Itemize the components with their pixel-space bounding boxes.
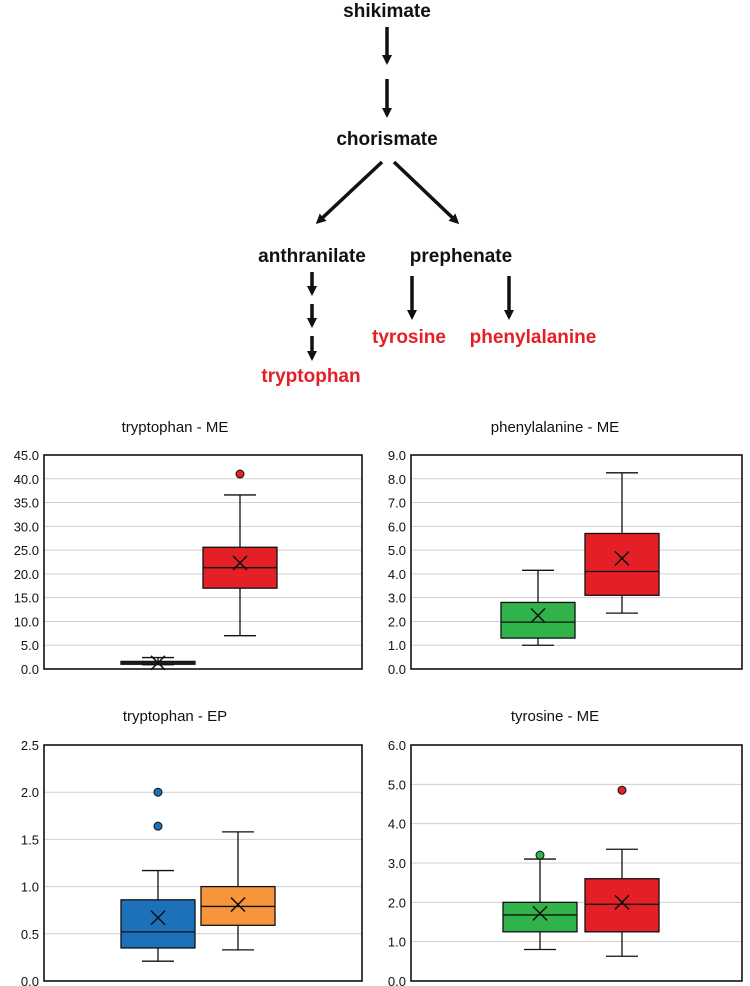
outlier-point [235, 469, 245, 479]
y-tick-label: 40.0 [14, 472, 39, 487]
plot-area [410, 454, 743, 670]
y-tick-label: 0.0 [21, 974, 39, 986]
y-tick-label: 20.0 [14, 567, 39, 582]
mean-marker [614, 550, 630, 566]
y-tick-label: 9.0 [388, 448, 406, 463]
chart-title: phenylalanine - ME [491, 419, 619, 436]
mean-marker [232, 555, 248, 571]
y-tick-label: 1.0 [21, 880, 39, 895]
outlier-point [617, 785, 627, 795]
mean-marker [150, 910, 166, 926]
y-tick-label: 4.0 [388, 817, 406, 832]
y-tick-label: 35.0 [14, 496, 39, 511]
y-tick-label: 4.0 [388, 567, 406, 582]
y-tick-label: 2.0 [388, 895, 406, 910]
chart-title: tryptophan - EP [123, 708, 227, 725]
arrow-chorismate-prephenate [392, 160, 460, 225]
y-tick-label: 2.0 [388, 614, 406, 629]
y-tick-label: 1.0 [388, 638, 406, 653]
node-tryptophan: tryptophan [261, 366, 360, 387]
y-tick-label: 6.0 [388, 519, 406, 534]
box [584, 878, 660, 933]
mean-marker [150, 655, 166, 671]
y-tick-label: 6.0 [388, 738, 406, 753]
plot-area [410, 744, 743, 982]
y-tick-label: 5.0 [21, 638, 39, 653]
mean-marker [614, 894, 630, 910]
y-tick-label: 0.5 [21, 927, 39, 942]
mean-marker [530, 607, 546, 624]
node-tyrosine: tyrosine [372, 327, 446, 348]
box [500, 601, 576, 639]
node-chorismate: chorismate [336, 129, 437, 150]
plot-area [43, 454, 363, 670]
mean-marker [532, 905, 548, 921]
plot-area [43, 744, 363, 982]
outlier-point [535, 850, 545, 860]
y-tick-label: 0.0 [388, 662, 406, 677]
node-phenylalanine: phenylalanine [470, 327, 597, 348]
y-tick-label: 5.0 [388, 777, 406, 792]
y-tick-label: 30.0 [14, 519, 39, 534]
node-prephenate: prephenate [410, 246, 512, 267]
arrow-chorismate-anthranilate [315, 160, 384, 225]
y-tick-label: 7.0 [388, 496, 406, 511]
box [502, 901, 578, 933]
y-tick-label: 3.0 [388, 856, 406, 871]
outlier-point [153, 821, 163, 831]
y-tick-label: 25.0 [14, 543, 39, 558]
y-tick-label: 5.0 [388, 543, 406, 558]
y-tick-label: 1.0 [388, 935, 406, 950]
node-shikimate: shikimate [343, 1, 431, 22]
y-tick-label: 0.0 [21, 662, 39, 677]
box [584, 532, 660, 596]
chart-title: tryptophan - ME [122, 419, 229, 436]
y-tick-label: 10.0 [14, 614, 39, 629]
node-anthranilate: anthranilate [258, 246, 366, 267]
outlier-point [153, 787, 163, 797]
y-tick-label: 3.0 [388, 591, 406, 606]
chart-title: tyrosine - ME [511, 708, 599, 725]
box [120, 899, 196, 949]
y-tick-label: 15.0 [14, 591, 39, 606]
y-tick-label: 1.5 [21, 832, 39, 847]
y-tick-label: 45.0 [14, 448, 39, 463]
y-tick-label: 2.5 [21, 738, 39, 753]
y-tick-label: 2.0 [21, 785, 39, 800]
mean-marker [230, 897, 246, 913]
y-tick-label: 0.0 [388, 974, 406, 986]
y-tick-label: 8.0 [388, 472, 406, 487]
